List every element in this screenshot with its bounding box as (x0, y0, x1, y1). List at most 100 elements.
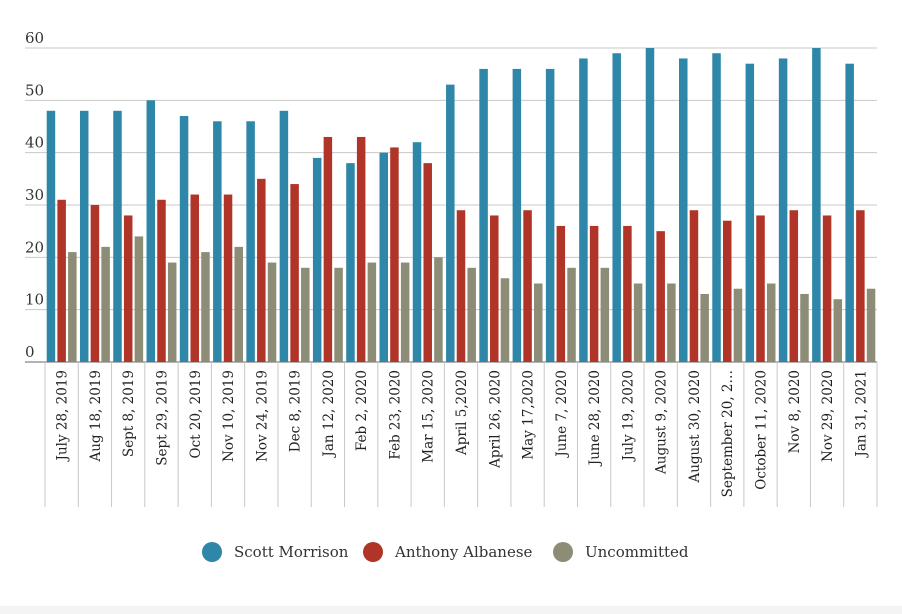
bar (390, 147, 399, 362)
y-tick-label: 40 (25, 134, 44, 152)
y-tick-label: 10 (25, 291, 44, 309)
x-tick-label: Aug 18, 2019 (88, 370, 104, 463)
bar (90, 205, 100, 362)
legend-swatch (363, 542, 383, 562)
bar (689, 210, 699, 362)
bar (833, 299, 843, 362)
x-tick-label: July 19, 2020 (620, 370, 636, 462)
bar (257, 178, 266, 362)
x-tick-label: Jan 31, 2021 (853, 370, 869, 459)
legend-label: Scott Morrison (234, 543, 349, 561)
bar (467, 267, 476, 362)
bar (722, 220, 732, 362)
bar (612, 53, 621, 362)
bar (778, 58, 788, 362)
bar (246, 121, 255, 363)
bar (656, 231, 665, 362)
x-tick-label: April 5,2020 (454, 370, 470, 456)
bar (700, 293, 709, 362)
bar (645, 48, 655, 362)
bar (79, 110, 89, 362)
bar (679, 58, 688, 362)
x-tick-label: October 11, 2020 (754, 370, 770, 490)
bar (213, 121, 222, 363)
bar (179, 116, 189, 363)
x-tick-label: April 26, 2020 (487, 370, 503, 469)
bar (633, 283, 643, 362)
x-tick-label: September 20, 2… (720, 370, 736, 497)
bar (201, 252, 210, 362)
bar (766, 283, 776, 362)
bar (856, 210, 865, 362)
bar (290, 184, 299, 362)
bar (423, 163, 432, 362)
bar (379, 152, 388, 362)
x-tick-label: Oct 20, 2019 (188, 370, 204, 458)
bar (866, 288, 876, 362)
bar (234, 246, 243, 362)
x-tick-label: Feb 2, 2020 (354, 370, 370, 451)
x-tick-label: Nov 10, 2019 (221, 370, 237, 462)
bar (123, 215, 133, 362)
bar (567, 267, 576, 362)
x-tick-label: August 9, 2020 (654, 370, 670, 475)
bar (68, 252, 77, 362)
x-tick-label: Mar 15, 2020 (421, 370, 437, 463)
bar (733, 288, 743, 362)
bar (367, 262, 377, 362)
bar (267, 262, 277, 362)
bar (523, 210, 532, 362)
y-tick-label: 20 (25, 238, 44, 256)
bar (845, 63, 854, 362)
bar (512, 68, 522, 362)
bar (356, 136, 366, 362)
bar (101, 246, 110, 362)
bar (113, 110, 122, 362)
x-tick-label: July 28, 2019 (55, 370, 71, 462)
bar (434, 257, 443, 362)
bar (157, 199, 166, 362)
bar (167, 262, 177, 362)
bar (456, 210, 466, 362)
bar (712, 53, 721, 362)
bar (789, 210, 799, 362)
bar (756, 215, 765, 362)
bar (822, 215, 832, 362)
bar (412, 142, 422, 362)
x-tick-label: Sept 29, 2019 (154, 370, 170, 466)
bar (57, 199, 66, 362)
bar (623, 225, 632, 362)
x-tick-label: Dec 8, 2019 (288, 370, 304, 452)
y-tick-label: 30 (25, 186, 44, 204)
x-tick-label: Jan 12, 2020 (321, 370, 337, 459)
x-tick-label: June 28, 2020 (587, 370, 603, 467)
legend-label: Uncommitted (585, 543, 689, 561)
bar (400, 262, 410, 362)
bar (134, 236, 144, 362)
bar (545, 68, 555, 362)
bar (812, 48, 821, 362)
bar (312, 157, 322, 362)
bar (334, 267, 343, 362)
bar (500, 278, 510, 362)
x-tick-label: May 17,2020 (521, 370, 537, 460)
bar (479, 68, 488, 362)
x-tick-label: Feb 23, 2020 (387, 370, 403, 460)
bar (800, 293, 809, 362)
bar (46, 110, 56, 362)
bar (579, 58, 588, 362)
bar (745, 63, 755, 362)
bar (589, 225, 599, 362)
bar (190, 194, 200, 362)
legend-swatch (202, 542, 222, 562)
x-tick-label: Nov 29, 2020 (820, 370, 836, 462)
legend-label: Anthony Albanese (394, 543, 533, 561)
bar (667, 283, 676, 362)
bar (223, 194, 233, 362)
bar (146, 100, 156, 362)
y-tick-label: 50 (25, 81, 44, 99)
bar (323, 136, 333, 362)
bar (279, 110, 289, 362)
